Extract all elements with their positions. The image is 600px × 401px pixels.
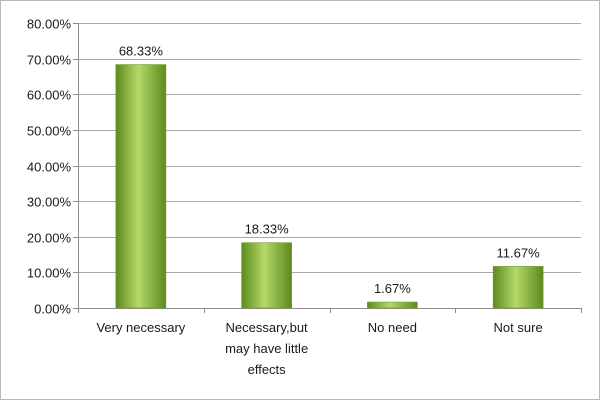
y-tick-label: 0.00% xyxy=(34,302,71,317)
y-tick-label: 20.00% xyxy=(27,231,72,246)
bar xyxy=(241,242,292,309)
x-category-label-line: Necessary,but xyxy=(226,320,309,335)
y-tick-label: 10.00% xyxy=(27,266,72,281)
x-category-label: Necessary,but may have little effects xyxy=(225,320,308,377)
x-category-label: Very necessary xyxy=(96,320,185,335)
y-tick-label: 70.00% xyxy=(27,53,72,68)
data-label: 18.33% xyxy=(245,222,290,237)
x-category-label-line: may have little xyxy=(225,341,308,356)
bars xyxy=(115,64,544,309)
x-category-label: Not sure xyxy=(494,320,543,335)
x-category-label-line: effects xyxy=(248,362,287,377)
y-tick-label: 40.00% xyxy=(27,160,72,175)
x-category-label: No need xyxy=(368,320,417,335)
y-tick-label: 50.00% xyxy=(27,124,72,139)
data-label: 68.33% xyxy=(119,44,164,59)
x-category-label-line: No need xyxy=(368,320,417,335)
data-label: 11.67% xyxy=(497,245,541,260)
data-label: 1.67% xyxy=(374,281,411,296)
bar xyxy=(115,64,167,309)
y-tick-label: 60.00% xyxy=(27,88,72,103)
axes xyxy=(73,23,582,313)
data-labels: 68.33% 18.33% 1.67% 11.67% xyxy=(119,44,540,296)
x-axis-category-labels: Very necessary Necessary,but may have litt… xyxy=(96,320,542,377)
x-category-label-line: Not sure xyxy=(494,320,543,335)
x-category-label-line: Very necessary xyxy=(96,320,185,335)
bar xyxy=(492,266,544,309)
y-tick-label: 80.00% xyxy=(27,17,72,32)
y-axis-tick-labels: 0.00% 10.00% 20.00% 30.00% 40.00% 50.00% 60.00… xyxy=(27,17,72,317)
y-tick-label: 30.00% xyxy=(27,195,72,210)
bar xyxy=(367,301,418,309)
